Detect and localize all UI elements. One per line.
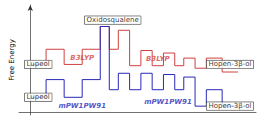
svg-text:B3LYP: B3LYP	[70, 54, 95, 62]
svg-text:mPW1PW91: mPW1PW91	[144, 98, 192, 106]
svg-text:Hopen-3β-ol: Hopen-3β-ol	[209, 60, 252, 68]
svg-text:mPW1PW91: mPW1PW91	[58, 102, 106, 110]
svg-text:Lupeol: Lupeol	[27, 60, 50, 68]
svg-text:Oxidosqualene: Oxidosqualene	[87, 16, 139, 24]
svg-text:Hopen-3β-ol: Hopen-3β-ol	[209, 102, 252, 110]
svg-text:Lupeol: Lupeol	[27, 93, 50, 101]
svg-text:B3LYP: B3LYP	[146, 55, 171, 63]
svg-text:Free Energy: Free Energy	[8, 39, 16, 81]
